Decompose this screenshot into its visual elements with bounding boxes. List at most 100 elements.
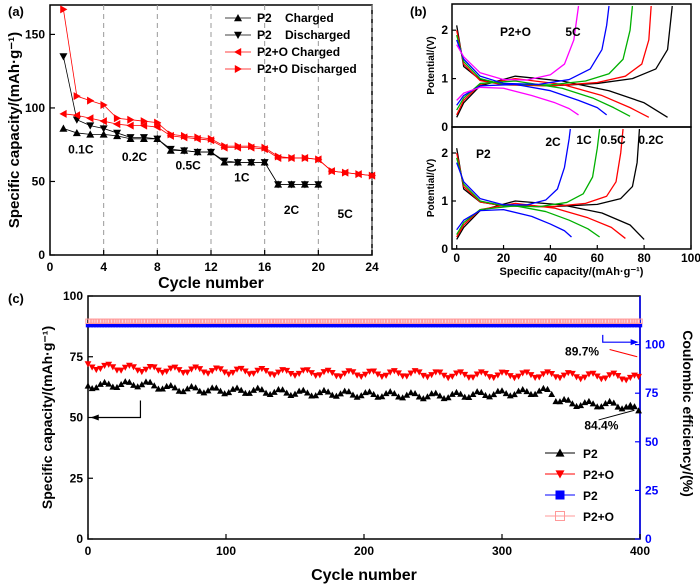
data-point: [388, 318, 395, 324]
data-point: [469, 374, 477, 381]
data-point: [247, 159, 256, 167]
data-point: [113, 129, 122, 137]
data-point: [226, 322, 231, 328]
data-point: [192, 364, 200, 371]
data-point: [301, 153, 309, 162]
data-point: [552, 322, 557, 328]
data-point: [107, 322, 113, 328]
data-point: [626, 318, 632, 324]
data-point: [246, 371, 253, 378]
data-point: [115, 318, 122, 324]
data-point: [621, 322, 626, 328]
data-point: [233, 366, 241, 373]
data-point: [521, 322, 527, 328]
data-point: [221, 322, 226, 328]
data-point: [171, 364, 179, 371]
data-point: [551, 318, 558, 324]
data-point: [334, 322, 339, 328]
data-point: [105, 380, 113, 387]
data-point: [105, 322, 110, 328]
data-point: [234, 142, 242, 151]
data-point: [361, 322, 367, 328]
data-point: [234, 322, 240, 328]
data-point: [469, 390, 477, 397]
curve-0.2C: [456, 5, 673, 118]
data-point: [491, 322, 496, 328]
data-point: [291, 372, 299, 379]
data-point: [589, 370, 597, 377]
data-point: [535, 387, 543, 394]
data-point: [298, 322, 303, 328]
data-point: [163, 368, 171, 375]
data-point: [104, 318, 111, 324]
data-point: [566, 322, 571, 328]
data-point: [168, 322, 173, 328]
data-point: [494, 372, 502, 379]
data-point: [258, 366, 266, 373]
data-point: [395, 393, 402, 400]
data-point: [270, 388, 278, 395]
data-point: [515, 318, 522, 324]
data-point: [466, 322, 472, 328]
data-point: [498, 387, 506, 394]
data-point: [549, 322, 554, 328]
data-point: [441, 322, 447, 328]
data-point: [233, 384, 241, 391]
data-point: [557, 322, 563, 328]
data-point: [333, 392, 340, 399]
panel-c: (c)0 100 200 300 40002550751000255075100Cycl…: [8, 289, 696, 584]
data-point: [380, 318, 387, 324]
series-1: [84, 361, 643, 384]
data-point: [146, 378, 154, 385]
curve-2C: [456, 5, 610, 116]
data-point: [383, 318, 389, 324]
data-point: [184, 318, 191, 324]
data-point: [275, 369, 282, 376]
x-tick-label: 0: [85, 544, 92, 558]
data-point: [88, 318, 94, 324]
data-point: [316, 388, 324, 396]
data-point: [610, 399, 618, 406]
data-point: [479, 318, 486, 324]
subplot-name: P2+O: [500, 25, 531, 39]
data-point: [99, 318, 105, 324]
data-point: [306, 322, 311, 328]
data-point: [243, 322, 248, 328]
data-point: [408, 318, 414, 324]
data-point: [121, 378, 129, 385]
data-point: [599, 322, 604, 328]
data-point: [607, 322, 612, 328]
data-point: [556, 398, 564, 405]
data-point: [568, 400, 576, 407]
data-point: [59, 109, 67, 118]
data-point: [571, 322, 576, 328]
data-point: [201, 322, 207, 328]
rate-label: 0.2C: [122, 150, 148, 164]
subplot-P2: 0 1 2 Potential/(V) P2: [426, 126, 692, 256]
data-point: [171, 322, 176, 328]
data-point: [523, 369, 531, 376]
data-point: [73, 92, 81, 101]
data-point: [174, 322, 179, 328]
data-point: [59, 124, 68, 132]
data-point: [485, 318, 491, 324]
charge-curve: [456, 128, 601, 208]
y-axis-title: Potential/(V): [426, 36, 437, 94]
data-point: [403, 391, 411, 398]
arrow-head: [630, 339, 639, 346]
data-point: [121, 364, 129, 371]
data-point: [535, 318, 541, 324]
data-point: [260, 159, 269, 167]
data-point: [430, 322, 436, 328]
x-tick-label: 16: [258, 260, 272, 274]
data-point: [118, 318, 124, 324]
data-point: [574, 322, 579, 328]
data-point: [604, 322, 610, 328]
data-point: [245, 322, 251, 328]
data-point: [405, 318, 411, 324]
data-point: [152, 322, 157, 328]
data-point: [597, 403, 605, 410]
data-point: [370, 322, 375, 328]
data-point: [303, 322, 309, 328]
data-point: [502, 370, 510, 377]
